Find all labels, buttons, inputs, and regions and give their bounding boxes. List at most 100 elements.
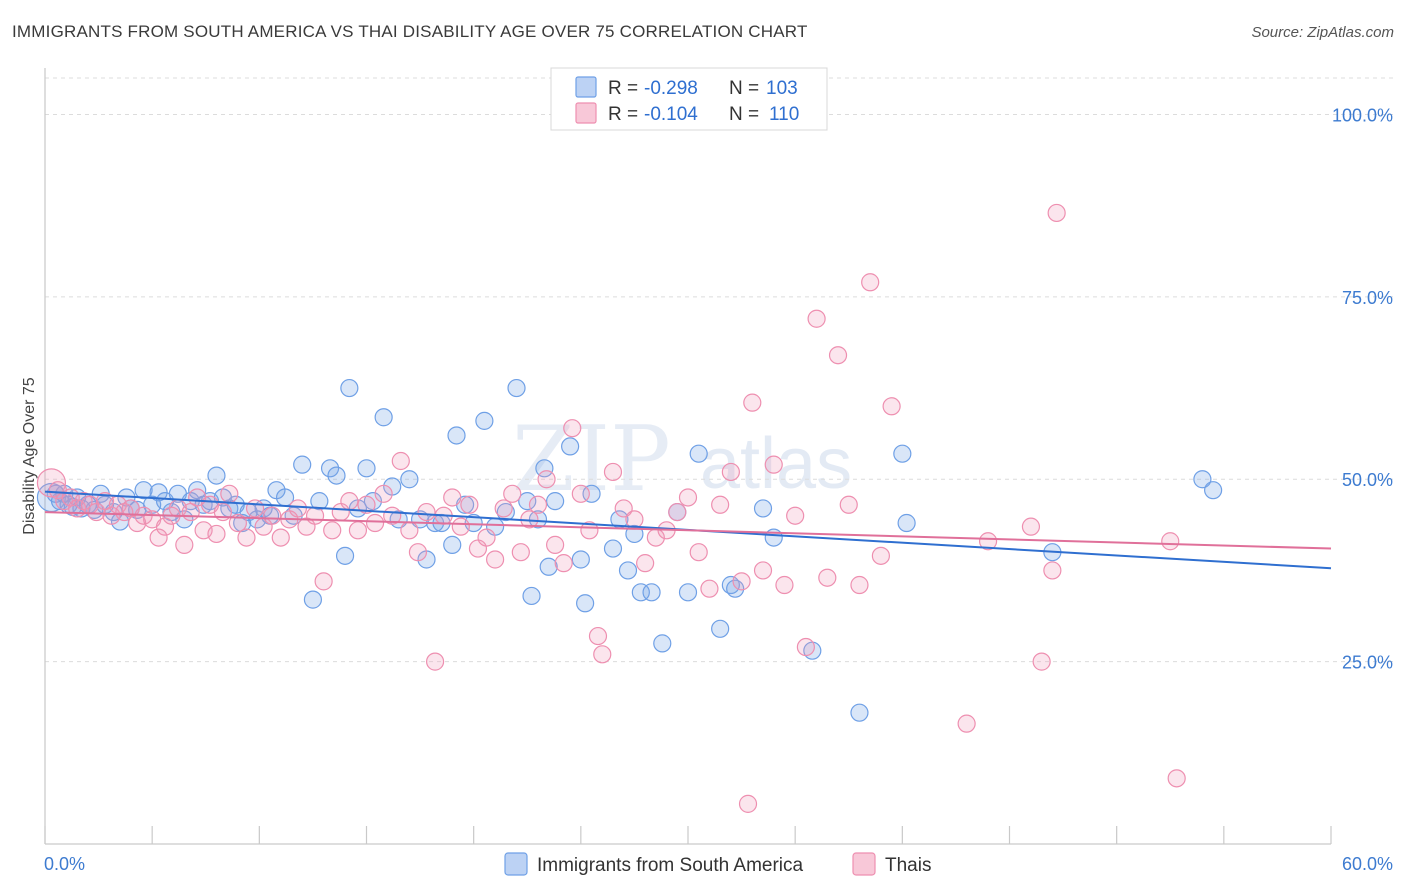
point-immigrants-from-south-america [689,444,708,463]
point-thais [636,554,655,573]
trend-lines [44,490,1332,570]
point-immigrants-from-south-america [653,634,672,653]
point-thais [1043,561,1062,580]
point-thais [678,488,698,507]
legend-r-value-1: -0.298 [644,78,698,99]
point-thais [391,451,410,471]
legend-n-label-1: N = [729,78,759,99]
point-thais [374,484,393,503]
point-thais [593,645,612,664]
point-thais [528,495,548,514]
point-immigrants-from-south-america [893,444,912,463]
point-immigrants-from-south-america [134,481,153,500]
point-immigrants-from-south-america [850,703,869,722]
point-thais [689,543,708,562]
point-thais [460,495,479,514]
point-immigrants-from-south-america [522,586,541,606]
point-immigrants-from-south-america [374,408,393,427]
point-thais [603,462,623,482]
point-thais [882,397,901,416]
point-thais [1161,532,1180,551]
point-thais [443,488,462,507]
point-thais [743,393,762,412]
y-tick-label: 100.0% [1332,105,1393,125]
point-immigrants-from-south-america [582,484,601,503]
point-immigrants-from-south-america [726,579,745,598]
point-thais [348,521,368,540]
legend-n-label-2: N = [729,104,759,125]
point-thais [503,484,522,503]
point-immigrants-from-south-america [618,561,638,580]
point-thais [155,517,175,536]
point-thais [957,714,976,733]
point-thais [417,502,436,522]
point-thais [288,499,308,518]
legend-r-label-1: R = [608,78,638,99]
point-thais [175,535,194,554]
point-immigrants-from-south-america [293,455,312,474]
y-tick-label: 25.0% [1342,653,1393,673]
point-thais [365,513,385,533]
point-thais [818,568,837,587]
point-immigrants-from-south-america [897,513,916,533]
point-thais [732,572,751,591]
point-immigrants-from-south-america [535,459,554,478]
point-thais [861,273,880,292]
x-tick-label-min: 0.0% [44,854,85,874]
bottom-legend-swatch-immigrants [504,852,528,876]
point-thais [807,309,826,328]
point-thais [850,575,869,595]
y-tick-label: 50.0% [1342,470,1393,490]
source-label: Source: ZipAtlas.com [1251,24,1394,41]
correlation-legend: R = -0.298 N = 103 R = -0.104 N = 110 [550,67,828,131]
point-thais [357,495,376,514]
point-thais [425,652,445,671]
point-immigrants-from-south-america [340,378,359,398]
point-thais [149,528,168,547]
point-thais [451,517,470,536]
point-thais [408,543,428,562]
legend-n-value-2: 110 [769,104,799,125]
point-immigrants-from-south-america [571,550,590,569]
point-immigrants-from-south-america [603,539,623,558]
point-immigrants-from-south-america [1204,481,1223,500]
point-thais [554,554,573,573]
point-immigrants-from-south-america [443,535,462,554]
point-thais [220,484,239,503]
point-thais [764,455,783,474]
point-immigrants-from-south-america [642,583,661,602]
bottom-legend-label-immigrants: Immigrants from South America [537,855,804,876]
point-thais [1167,769,1186,788]
watermark-zip: ZIP [512,407,671,512]
point-immigrants-from-south-america [507,378,526,398]
x-tick-label-max: 60.0% [1342,854,1393,874]
point-thais [700,579,719,598]
point-immigrants-from-south-america [357,459,376,478]
y-tick-label: 75.0% [1342,288,1393,308]
point-thais [546,535,565,554]
point-thais [340,492,359,511]
point-immigrants-from-south-america [539,557,558,576]
point-immigrants-from-south-america [400,470,419,489]
point-thais [36,468,67,498]
point-thais [537,470,556,489]
bottom-legend-swatch-thais [852,852,876,876]
point-immigrants-from-south-america [475,411,494,430]
point-thais [494,499,513,518]
point-immigrants-from-south-america [447,426,466,445]
point-immigrants-from-south-america [335,546,355,565]
point-immigrants-from-south-america [631,583,650,602]
point-immigrants-from-south-america [327,466,346,485]
x-axis-ticks [44,826,1332,844]
point-thais [305,506,325,525]
y-axis-tick-labels: 25.0% 50.0% 75.0% 100.0% [1332,105,1393,672]
point-immigrants-from-south-america [711,619,730,638]
point-immigrants-from-south-america [303,590,323,609]
point-immigrants-from-south-america [546,492,565,511]
point-immigrants-from-south-america [561,437,580,456]
point-thais [400,521,419,540]
point-thais [871,546,891,565]
watermark: ZIP atlas [512,407,852,512]
legend-swatch-immigrants [575,76,597,98]
